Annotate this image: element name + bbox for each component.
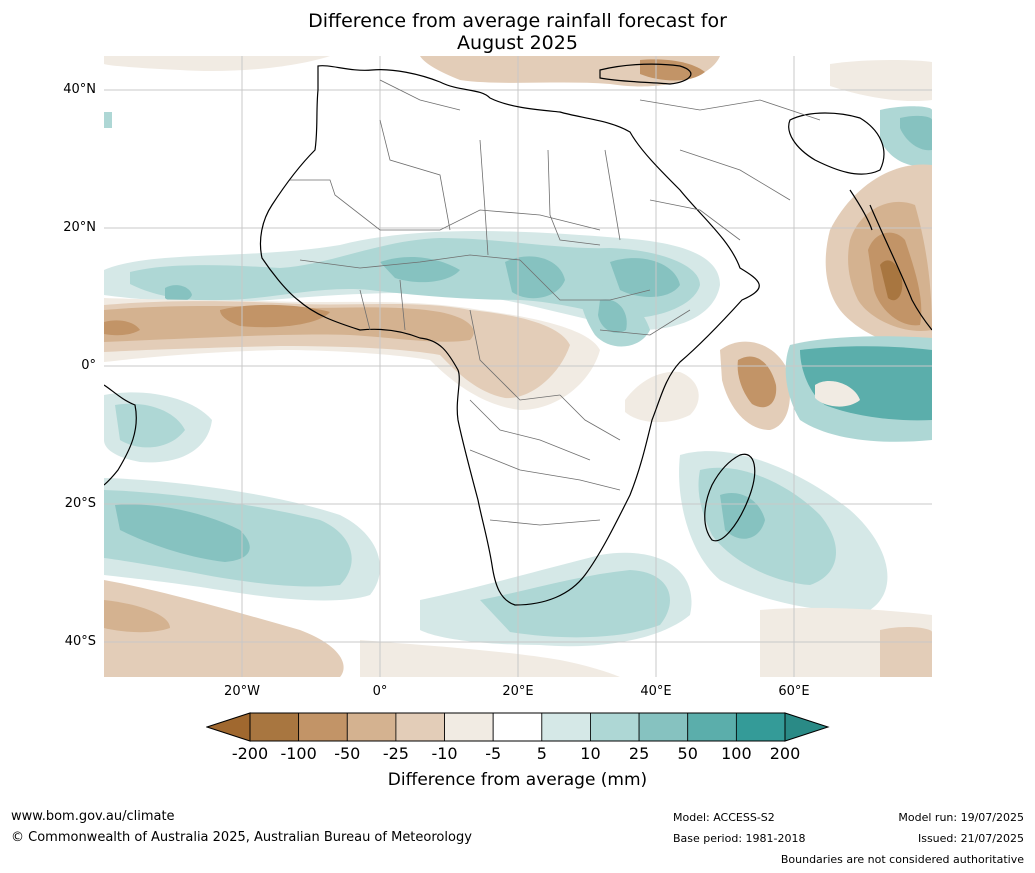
colorbar-cell: [590, 712, 640, 742]
colorbar-cell: [687, 712, 737, 742]
colorbar-cell: [638, 712, 689, 742]
colorbar-tick-label: -100: [280, 744, 317, 763]
disclaimer: Boundaries are not considered authoritat…: [780, 853, 1024, 866]
lat-tick-0: 0°: [81, 358, 96, 373]
colorbar-tick-label: 10: [580, 744, 601, 763]
anomaly-region: [880, 260, 903, 301]
colorbar-cell: [395, 712, 445, 742]
anomaly-region: [900, 115, 932, 151]
anomaly-region: [104, 320, 140, 336]
colorbar-tick-label: -200: [231, 744, 269, 763]
colorbar-low-arrow: [206, 712, 251, 742]
anomaly-region: [115, 403, 185, 448]
anomaly-region: [380, 256, 460, 283]
lat-tick-40n: 40°N: [63, 82, 96, 97]
lon-tick-40e: 40°E: [640, 684, 672, 699]
colorbar-cell: [541, 712, 591, 742]
anomaly-region: [104, 112, 112, 128]
rainfall-map: [104, 56, 932, 677]
anomaly-region: [598, 299, 627, 333]
colorbar-cell: [346, 712, 397, 742]
title-line-2: August 2025: [457, 32, 578, 54]
colorbar-cell: [735, 712, 786, 742]
anomaly-region: [104, 580, 344, 677]
country-borders: [290, 79, 821, 526]
anomaly-region: [104, 600, 170, 633]
model-run: Model run: 19/07/2025: [898, 811, 1024, 824]
anomaly-region: [625, 371, 699, 423]
lon-tick-20e: 20°E: [502, 684, 534, 699]
lat-tick-40s: 40°S: [64, 634, 96, 649]
colorbar-cell: [298, 712, 348, 742]
anomaly-region: [480, 570, 670, 638]
lon-tick-0: 0°: [372, 684, 388, 699]
graticule: [104, 56, 932, 677]
colorbar-cell: [444, 712, 494, 742]
model-name: Model: ACCESS-S2: [673, 811, 775, 824]
colorbar-tick-label: 200: [769, 744, 801, 763]
anomaly-region: [830, 60, 932, 102]
anomaly-region: [115, 504, 250, 562]
colorbar-tick-label: 50: [677, 744, 698, 763]
anomaly-region: [610, 258, 680, 297]
anomaly-region: [880, 626, 932, 677]
colorbar-tick-label: 100: [721, 744, 752, 763]
anomaly-region: [104, 56, 330, 72]
colorbar: [206, 712, 830, 742]
colorbar-cell: [492, 712, 543, 742]
base-period: Base period: 1981-2018: [673, 832, 806, 845]
colorbar-tick-label: -5: [485, 744, 502, 763]
issued-date: Issued: 21/07/2025: [917, 832, 1024, 845]
colorbar-high-arrow: [784, 712, 830, 742]
colorbar-cell: [249, 712, 300, 742]
anomaly-region: [815, 380, 860, 407]
colorbar-tick-label: -25: [382, 744, 409, 763]
anomaly-region: [505, 256, 565, 299]
copyright: © Commonwealth of Australia 2025, Austra…: [11, 830, 472, 845]
anomaly-region: [165, 285, 192, 303]
lat-tick-20s: 20°S: [64, 496, 96, 511]
colorbar-tick-label: -50: [334, 744, 361, 763]
anomaly-region: [737, 356, 777, 408]
anomaly-region: [360, 640, 620, 677]
map-title: Difference from average rainfall forecas…: [0, 10, 1035, 54]
anomaly-region: [220, 304, 330, 328]
colorbar-tick-label: 25: [628, 744, 650, 763]
lon-tick-20w: 20°W: [224, 684, 260, 699]
title-line-1: Difference from average rainfall forecas…: [308, 10, 727, 32]
coastline: [104, 63, 932, 606]
bom-url: www.bom.gov.au/climate: [11, 809, 175, 824]
colorbar-tick-label: 5: [536, 744, 547, 763]
colorbar-tick-label: -10: [431, 744, 458, 763]
lon-tick-60e: 60°E: [778, 684, 810, 699]
colorbar-title: Difference from average (mm): [387, 770, 648, 790]
lat-tick-20n: 20°N: [63, 220, 96, 235]
